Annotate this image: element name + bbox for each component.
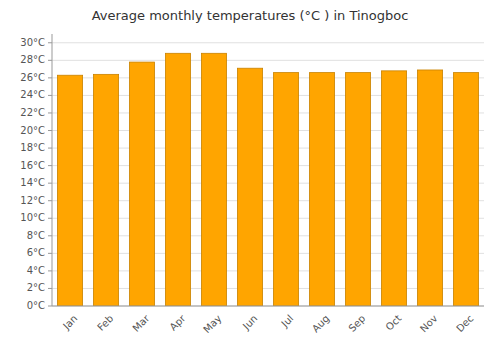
bars bbox=[57, 53, 478, 306]
x-tick-label: Jan bbox=[60, 313, 79, 332]
y-tick-label: 6°C bbox=[27, 247, 45, 258]
y-tick-label: 28°C bbox=[20, 54, 45, 65]
bar bbox=[165, 53, 190, 306]
y-tick-label: 14°C bbox=[20, 177, 45, 188]
grid-line bbox=[52, 306, 484, 307]
x-tick-label: Sep bbox=[346, 313, 367, 334]
y-tick-label: 2°C bbox=[27, 282, 45, 293]
grid-line bbox=[52, 42, 484, 43]
bar bbox=[273, 73, 298, 306]
bar bbox=[93, 74, 118, 306]
x-tick-label: May bbox=[201, 313, 223, 335]
bar bbox=[57, 75, 82, 306]
x-tick-label: Apr bbox=[167, 312, 188, 333]
y-tick-label: 30°C bbox=[20, 37, 45, 48]
x-tick-label: Oct bbox=[383, 313, 403, 333]
bar bbox=[381, 71, 406, 306]
y-tick bbox=[48, 270, 52, 271]
bar bbox=[309, 73, 334, 306]
x-tick-label: Nov bbox=[418, 313, 440, 335]
x-axis: Jan Feb Mar Apr May Jun Jul Aug Sep Oct Nov Dec bbox=[52, 306, 484, 335]
y-tick-label: 0°C bbox=[27, 300, 45, 311]
y-tick bbox=[48, 42, 52, 43]
y-tick bbox=[48, 165, 52, 166]
y-tick bbox=[48, 306, 52, 307]
y-tick bbox=[48, 148, 52, 149]
y-tick bbox=[48, 130, 52, 131]
bar bbox=[129, 62, 154, 306]
y-tick bbox=[48, 112, 52, 113]
y-tick-label: 10°C bbox=[20, 212, 45, 223]
x-tick-label: Jul bbox=[278, 313, 295, 330]
bar bbox=[237, 68, 262, 306]
y-tick-label: 12°C bbox=[20, 195, 45, 206]
bar bbox=[201, 53, 226, 306]
x-tick-label: Aug bbox=[310, 313, 332, 335]
y-tick bbox=[48, 95, 52, 96]
chart-title: Average monthly temperatures (°C ) in Ti… bbox=[92, 8, 409, 23]
bar bbox=[417, 70, 442, 306]
y-tick-label: 22°C bbox=[20, 107, 45, 118]
y-tick-label: 24°C bbox=[20, 89, 45, 100]
x-tick-label: Mar bbox=[130, 312, 152, 334]
y-tick-label: 8°C bbox=[27, 230, 45, 241]
y-tick bbox=[48, 235, 52, 236]
y-axis: 0°C 2°C 4°C 6°C 8°C 10°C 12°C 14°C 16°C 18°C 20°C 2… bbox=[20, 34, 52, 311]
x-tick-label: Feb bbox=[95, 313, 115, 333]
x-tick-label: Dec bbox=[454, 313, 475, 334]
chart-svg: 0°C 2°C 4°C 6°C 8°C 10°C 12°C 14°C 16°C 18°C 20°C 2… bbox=[0, 0, 500, 350]
y-tick-label: 4°C bbox=[27, 265, 45, 276]
y-tick-label: 20°C bbox=[20, 125, 45, 136]
y-axis-line bbox=[52, 34, 53, 306]
bar bbox=[453, 73, 478, 306]
y-tick bbox=[48, 183, 52, 184]
y-tick bbox=[48, 253, 52, 254]
y-tick-label: 26°C bbox=[20, 72, 45, 83]
y-tick-label: 18°C bbox=[20, 142, 45, 153]
y-tick bbox=[48, 77, 52, 78]
y-tick-label: 16°C bbox=[20, 160, 45, 171]
y-tick bbox=[48, 60, 52, 61]
y-tick bbox=[48, 288, 52, 289]
grid bbox=[52, 43, 484, 306]
grid-line bbox=[52, 60, 484, 61]
y-tick bbox=[48, 200, 52, 201]
y-tick bbox=[48, 218, 52, 219]
chart-container: 0°C 2°C 4°C 6°C 8°C 10°C 12°C 14°C 16°C 18°C 20°C 2… bbox=[0, 0, 500, 350]
x-axis-line bbox=[52, 306, 484, 307]
bar bbox=[345, 73, 370, 306]
x-tick-label: Jun bbox=[240, 313, 260, 333]
